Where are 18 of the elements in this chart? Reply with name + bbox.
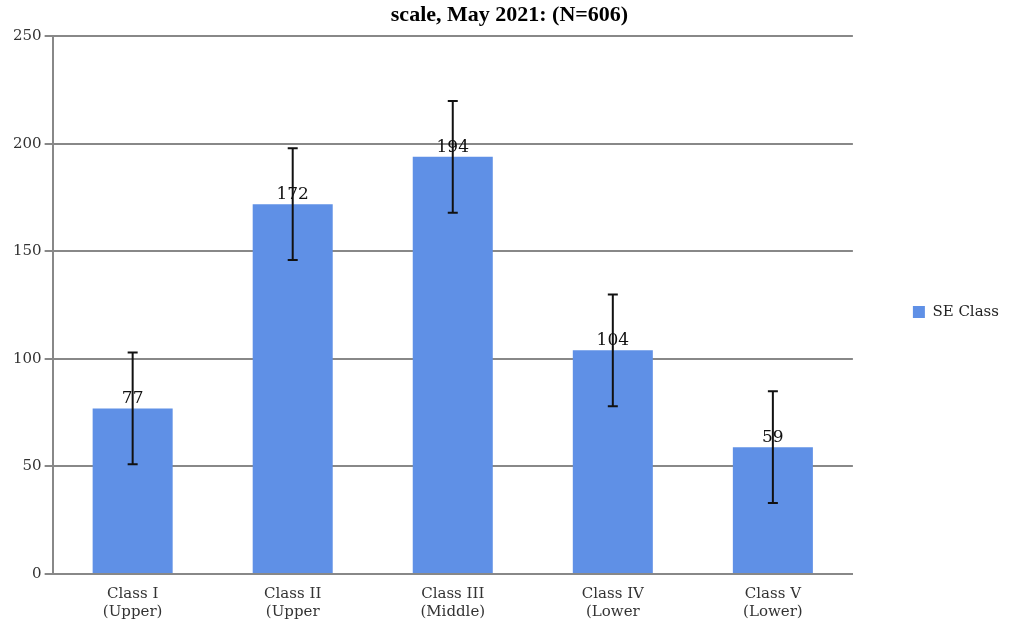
y-tick-label: 150 (12, 241, 42, 260)
y-tick-label: 100 (12, 348, 42, 367)
y-tick-label: 50 (22, 456, 42, 475)
chart-title: scale, May 2021: (N=606) (390, 0, 629, 26)
y-tick-label: 0 (32, 563, 42, 582)
y-tick-label: 250 (12, 26, 42, 45)
bar (92, 408, 173, 573)
x-tick-label: Class IV (Lower (581, 583, 646, 620)
bar (732, 447, 813, 573)
x-tick-label: Class III (Middle) (420, 583, 486, 620)
bar (572, 350, 653, 573)
x-tick-label: Class V (Lower) (743, 583, 803, 620)
legend-label: SE Class (932, 301, 999, 320)
bar (252, 204, 333, 573)
bar (412, 156, 493, 573)
y-tick-label: 200 (12, 133, 42, 152)
x-tick-label: Class II (Upper (264, 583, 322, 620)
x-tick-label: Class I (Upper) (102, 583, 163, 620)
